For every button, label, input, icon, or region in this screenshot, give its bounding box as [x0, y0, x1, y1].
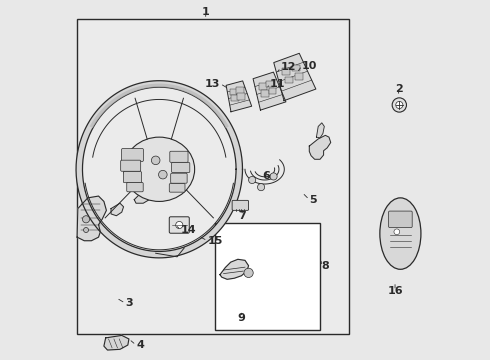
Text: 12: 12 [281, 63, 296, 72]
FancyBboxPatch shape [237, 93, 245, 100]
FancyBboxPatch shape [127, 183, 143, 192]
Polygon shape [77, 196, 106, 241]
Polygon shape [90, 84, 229, 128]
Polygon shape [317, 123, 324, 138]
Circle shape [392, 98, 407, 112]
Text: 7: 7 [238, 211, 246, 221]
FancyBboxPatch shape [285, 77, 293, 83]
Circle shape [151, 156, 160, 165]
FancyBboxPatch shape [231, 95, 239, 102]
Text: 15: 15 [207, 236, 223, 246]
FancyBboxPatch shape [169, 217, 189, 233]
Text: 10: 10 [302, 61, 318, 71]
Polygon shape [111, 203, 123, 216]
Polygon shape [253, 72, 286, 110]
FancyBboxPatch shape [236, 87, 244, 94]
Ellipse shape [124, 137, 195, 202]
Text: 3: 3 [125, 298, 133, 308]
Text: 13: 13 [205, 78, 220, 89]
Polygon shape [309, 135, 331, 159]
Text: 14: 14 [181, 225, 196, 235]
FancyBboxPatch shape [230, 89, 238, 95]
Circle shape [258, 184, 265, 191]
Circle shape [270, 173, 277, 180]
Polygon shape [134, 191, 150, 203]
FancyBboxPatch shape [123, 172, 142, 183]
Text: 5: 5 [309, 195, 317, 204]
FancyBboxPatch shape [269, 88, 276, 94]
FancyBboxPatch shape [282, 68, 290, 75]
Circle shape [159, 170, 167, 179]
Bar [215, 223, 320, 330]
FancyBboxPatch shape [169, 184, 185, 192]
Circle shape [82, 216, 90, 223]
FancyBboxPatch shape [389, 211, 412, 228]
Text: 16: 16 [387, 286, 403, 296]
Circle shape [248, 176, 256, 184]
Polygon shape [226, 81, 252, 112]
FancyBboxPatch shape [171, 173, 187, 183]
FancyBboxPatch shape [292, 65, 299, 71]
FancyBboxPatch shape [170, 151, 188, 162]
FancyBboxPatch shape [267, 81, 274, 87]
Text: 1: 1 [202, 7, 210, 17]
Circle shape [394, 229, 400, 235]
Text: 8: 8 [322, 261, 330, 271]
Text: 6: 6 [263, 171, 270, 181]
Ellipse shape [380, 198, 421, 269]
FancyBboxPatch shape [259, 83, 267, 90]
Circle shape [396, 102, 403, 109]
Text: 2: 2 [395, 84, 402, 94]
FancyBboxPatch shape [121, 160, 141, 171]
Polygon shape [76, 81, 243, 258]
Text: 11: 11 [270, 78, 286, 89]
Text: 4: 4 [136, 340, 144, 350]
Circle shape [83, 228, 89, 233]
Circle shape [244, 268, 253, 278]
Text: 9: 9 [238, 312, 245, 323]
FancyBboxPatch shape [261, 90, 269, 97]
Polygon shape [220, 259, 248, 279]
FancyBboxPatch shape [232, 201, 248, 210]
Polygon shape [104, 336, 129, 350]
FancyBboxPatch shape [172, 162, 190, 172]
Circle shape [176, 221, 183, 229]
FancyBboxPatch shape [295, 73, 303, 80]
Bar [77, 19, 348, 334]
FancyBboxPatch shape [122, 149, 144, 161]
Polygon shape [274, 53, 316, 101]
